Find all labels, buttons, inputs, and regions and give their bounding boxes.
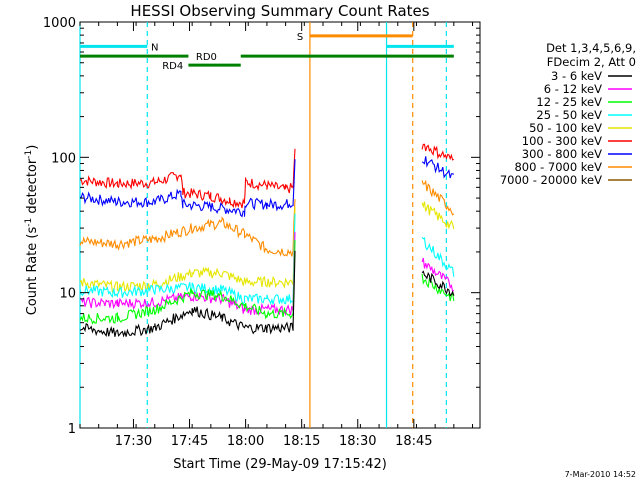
x-tick-label: 17:30 — [115, 434, 152, 449]
series-line — [79, 206, 296, 294]
chart-title: HESSI Observing Summary Count Rates — [130, 2, 429, 20]
x-tick-label: 18:00 — [227, 434, 264, 449]
x-tick-label: 18:45 — [395, 434, 432, 449]
y-tick-label: 100 — [51, 151, 76, 166]
y-axis-label-part: detector — [25, 158, 40, 218]
series-line — [421, 179, 455, 216]
y-axis-label-part: ) — [25, 145, 40, 150]
series-line — [79, 240, 296, 325]
legend-entry-label: 300 - 800 keV — [522, 147, 602, 161]
series-line — [421, 257, 455, 293]
x-axis-label: Start Time (29-May-09 17:15:42) — [173, 457, 387, 472]
legend: Det 1,3,4,5,6,9,FDecim 2, Att 03 - 6 keV… — [500, 41, 636, 187]
series-line — [79, 148, 296, 209]
y-axis-label-part: Count Rate (s — [25, 227, 40, 316]
legend-entry-label: 3 - 6 keV — [551, 69, 602, 83]
x-tick-label: 18:15 — [283, 434, 320, 449]
legend-entry-label: 12 - 25 keV — [536, 95, 602, 109]
legend-entry-label: 7000 - 20000 keV — [500, 173, 602, 187]
legend-header: Det 1,3,4,5,6,9, — [546, 41, 636, 55]
legend-entry-label: 6 - 12 keV — [544, 82, 602, 96]
flag-label: N — [151, 42, 158, 53]
series-line — [421, 156, 455, 179]
x-tick-label: 17:45 — [171, 434, 208, 449]
series-line — [421, 273, 455, 302]
series-line — [79, 213, 296, 305]
x-axis-ticks: 17:30 17:45 18:00 18:15 18:30 18:45 — [79, 22, 474, 449]
series-line — [79, 159, 296, 218]
series-line — [421, 143, 455, 161]
flag-label: RD0 — [196, 52, 217, 63]
series-line — [421, 201, 455, 230]
series-line — [79, 199, 296, 257]
series-line — [79, 250, 296, 338]
y-axis-ticks: 1 10 100 1000 — [43, 16, 480, 437]
plot-area: N S RD0 RD4 — [79, 21, 481, 429]
flag-label: RD4 — [162, 61, 183, 72]
y-axis-label-sup: -1 — [24, 218, 34, 227]
flag-label: S — [297, 32, 303, 43]
series-line — [421, 236, 455, 277]
legend-header: FDecim 2, Att 0 — [547, 55, 636, 69]
legend-entry-label: 100 - 300 keV — [522, 134, 602, 148]
y-axis-label-sup: -1 — [24, 150, 34, 159]
plot-frame — [79, 21, 481, 429]
footer-timestamp: 7-Mar-2010 14:52 — [565, 470, 636, 479]
y-tick-label: 10 — [59, 287, 76, 302]
legend-entry-label: 25 - 50 keV — [536, 108, 602, 122]
legend-entry-label: 800 - 7000 keV — [514, 160, 602, 174]
y-tick-label: 1 — [68, 422, 76, 437]
y-tick-label: 1000 — [43, 16, 76, 31]
x-tick-label: 18:30 — [339, 434, 376, 449]
series-line — [421, 270, 455, 297]
legend-entry-label: 50 - 100 keV — [529, 121, 602, 135]
y-axis-label: Count Rate (s-1 detector-1) — [24, 145, 40, 316]
